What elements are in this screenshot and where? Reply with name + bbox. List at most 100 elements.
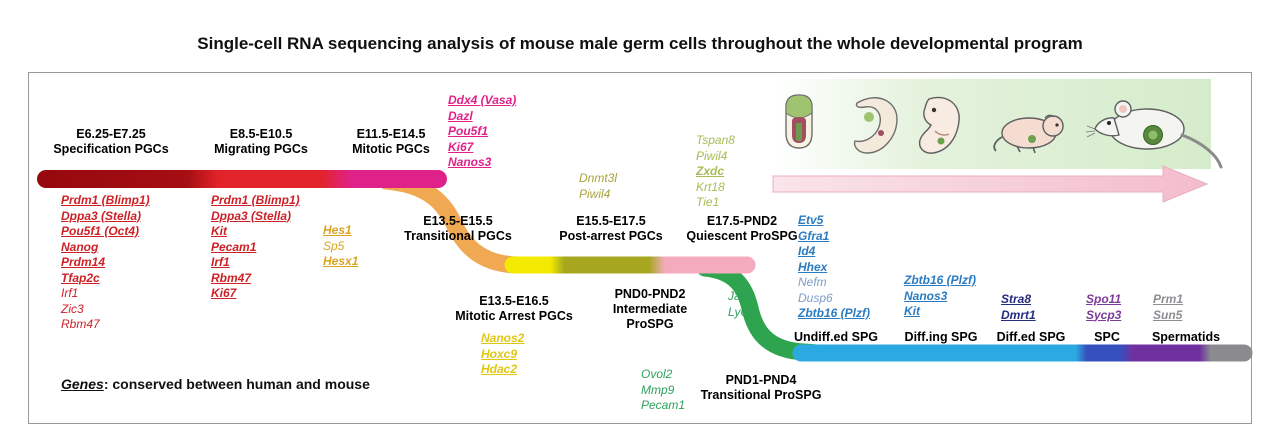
gene-label: Rbm47 [211,270,252,285]
stage-label-line: PND0-PND2 [614,287,686,301]
gene-group-transitional-prospg: Ovol2 Mmp9 Pecam1 [641,367,685,414]
stage-label-line: Transitional PGCs [404,229,512,243]
gene-label: Irf1 [61,286,79,300]
gene-label: Hesx1 [323,254,359,268]
stage-label-line: Undiff.ed SPG [793,330,879,344]
gene-label: Prdm1 (Blimp1) [61,193,150,207]
legend-text: : conserved between human and mouse [103,376,370,392]
gene-label: Zxdc [696,164,725,178]
gene-label: Sun5 [1153,307,1183,322]
gene-label: Hhex [798,259,828,274]
stage-label-line: E11.5-E14.5 [356,127,426,141]
gene-label: Sp5 [323,238,345,253]
figure-frame: E6.25-E7.25 Specification PGCs E8.5-E10.5… [28,72,1253,424]
stage-label-line: E17.5-PND2 [706,214,778,228]
gene-label: Zbtb16 (Plzf) [904,273,976,287]
gene-label: Ki67 [448,139,474,154]
gene-label: Ly6h [728,304,754,319]
legend-note: Genes: conserved between human and mouse [61,376,370,392]
gene-label: Irf1 [211,255,230,269]
gene-group-migrating: Prdm1 (Blimp1) Dppa3 (Stella) Kit Pecam1 Irf… [211,193,300,302]
gene-label: Kit [904,304,920,318]
stage-label-line: SPC [1094,330,1120,344]
gene-label: Sycp3 [1086,307,1122,322]
gene-label: Tie1 [696,195,720,209]
gene-label: Piwil4 [696,148,728,163]
stage-label-intermediate-prospg: PND0-PND2 Intermediate ProSPG [613,287,687,332]
stage-label-line: E8.5-E10.5 [229,127,293,141]
stage-label-line: E15.5-E17.5 [576,214,646,228]
stage-label-line: E13.5-E16.5 [479,294,549,308]
gene-group-early-mitotic: Hes1 Sp5 Hesx1 [323,223,358,270]
gene-label: Tfap2c [61,270,100,285]
gene-label: Hdac2 [481,362,518,376]
gene-label: Rbm47 [61,317,100,331]
gene-label: Dppa3 (Stella) [211,208,292,223]
stage-label-line: Mitotic Arrest PGCs [455,309,573,323]
gene-group-mitotic: Ddx4 (Vasa) Dazl Pou5f1 Ki67 Nanos3 [448,93,516,171]
gene-label: Ovol2 [641,367,673,381]
gene-label: Dazl [448,108,473,123]
gene-label: Nanos3 [904,288,948,303]
stage-label-line: Post-arrest PGCs [559,229,663,243]
gene-label: Zic3 [61,301,84,316]
gene-label: Prm1 [1153,292,1184,306]
gene-label: Dppa3 (Stella) [61,208,142,223]
gene-label: Dmrt1 [1001,307,1036,322]
ribbon-prospg-curve [696,259,826,362]
gene-label: Dnmt3l [579,171,618,185]
gene-label: Pecam1 [641,398,686,412]
stage-label-line: E13.5-E15.5 [423,214,493,228]
gene-label: Spo11 [1086,292,1122,306]
stage-label-specification-pgcs: E6.25-E7.25 Specification PGCs [53,127,168,157]
stage-label-line: Mitotic PGCs [352,142,430,156]
gene-label: Dusp6 [798,290,833,305]
stage-label-spc: SPC [1094,330,1120,345]
stage-label-mitotic-pgcs: E11.5-E14.5 Mitotic PGCs [352,127,430,157]
gene-label: Id4 [798,244,816,258]
gene-group-specification: Prdm1 (Blimp1) Dppa3 (Stella) Pou5f1 (Oct4… [61,193,150,333]
stage-label-mitotic-arrest-pgcs: E13.5-E16.5 Mitotic Arrest PGCs [455,294,573,324]
fetus-illustration [918,96,960,154]
stage-label-line: E6.25-E7.25 [76,127,146,141]
gene-label: Ddx4 (Vasa) [448,93,517,107]
gene-group-spermatids: Prm1 Sun5 [1153,292,1183,323]
stage-label-transitional-prospg: PND1-PND4 Transitional ProSPG [701,373,822,403]
stage-label-differentiated-spg: Diff.ed SPG [997,330,1066,345]
gene-label: Pou5f1 [448,124,489,138]
gene-label: Prdm14 [61,255,106,269]
gene-group-spc: Spo11 Sycp3 [1086,292,1121,323]
stage-label-line: Specification PGCs [53,142,169,156]
gene-label: Krt18 [696,179,725,194]
stage-label-line: ProSPG [626,317,674,331]
legend-term: Genes [61,376,104,392]
gene-label: Jak1 [728,289,754,303]
gene-label: Pecam1 [211,239,257,254]
gene-group-quiescent: Tspan8 Piwil4 Zxdc Krt18 Tie1 [696,133,735,211]
developmental-ribbon-graphic [37,79,1253,362]
stage-label-spermatids: Spermatids [1152,330,1220,345]
gene-label: Kit [211,224,227,238]
stage-label-migrating-pgcs: E8.5-E10.5 Migrating PGCs [214,127,308,157]
stage-label-line: Diff.ed SPG [996,330,1066,344]
gene-label: Hoxc9 [481,346,518,361]
timeline-arrow [772,165,1209,203]
embryo-e8-illustration [853,97,898,154]
gene-label: Ki67 [211,286,237,300]
gene-label: Tspan8 [696,133,735,147]
gene-label: Zbtb16 (Plzf) [798,306,870,320]
newborn-pup-illustration [993,114,1064,154]
gene-group-post-arrest: Dnmt3l Piwil4 [579,171,617,202]
stage-label-differentiating-spg: Diff.ing SPG [905,330,978,345]
figure-title: Single-cell RNA sequencing analysis of m… [197,34,1083,53]
gene-label: Nanos3 [448,155,492,169]
gene-label: Nanog [61,239,99,254]
stage-label-line: Transitional ProSPG [700,388,822,402]
gene-group-undifferentiated-spg: Etv5 Gfra1 Id4 Hhex Nefm Dusp6 Zbtb16 (Plzf) [798,213,870,322]
stage-label-line: Intermediate [612,302,688,316]
stage-label-transitional-pgcs: E13.5-E15.5 Transitional PGCs [404,214,512,244]
gene-label: Mmp9 [641,382,675,397]
stage-label-line: Diff.ing SPG [904,330,978,344]
stage-label-quiescent-prospg: E17.5-PND2 Quiescent ProSPG [686,214,797,244]
